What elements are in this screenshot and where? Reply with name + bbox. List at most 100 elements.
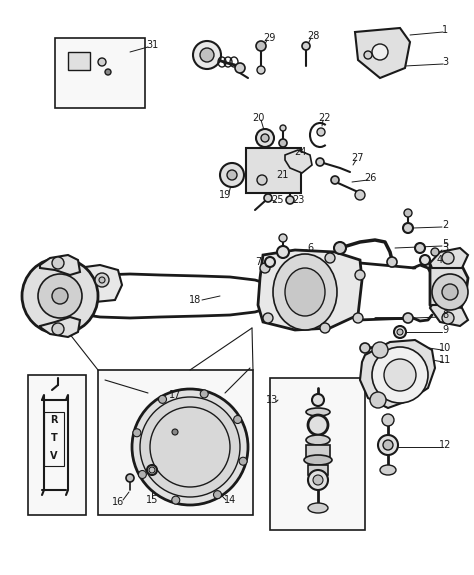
Ellipse shape <box>306 435 330 445</box>
Text: 9: 9 <box>442 325 448 335</box>
Circle shape <box>308 415 328 435</box>
Text: T: T <box>51 433 57 443</box>
Circle shape <box>99 277 105 283</box>
Circle shape <box>308 470 328 490</box>
Ellipse shape <box>380 465 396 475</box>
Circle shape <box>360 343 370 353</box>
Polygon shape <box>40 317 80 337</box>
Circle shape <box>200 48 214 62</box>
Circle shape <box>280 125 286 131</box>
Ellipse shape <box>285 268 325 316</box>
Circle shape <box>372 347 428 403</box>
Circle shape <box>52 257 64 269</box>
Circle shape <box>265 257 275 267</box>
Polygon shape <box>258 250 362 330</box>
Circle shape <box>403 223 413 233</box>
Text: 20: 20 <box>252 113 264 123</box>
Text: 6: 6 <box>307 243 313 253</box>
Text: 5: 5 <box>442 239 448 249</box>
Polygon shape <box>430 305 468 326</box>
Circle shape <box>220 163 244 187</box>
Text: 27: 27 <box>352 153 364 163</box>
Ellipse shape <box>304 455 332 465</box>
Circle shape <box>279 234 287 242</box>
Circle shape <box>355 270 365 280</box>
Circle shape <box>325 253 335 263</box>
Circle shape <box>193 41 221 69</box>
Circle shape <box>397 329 403 335</box>
Circle shape <box>234 416 242 424</box>
Circle shape <box>372 342 388 358</box>
Bar <box>246 148 301 193</box>
Circle shape <box>264 194 272 202</box>
Ellipse shape <box>306 408 330 416</box>
Polygon shape <box>430 248 468 268</box>
Text: 29: 29 <box>263 33 275 43</box>
Circle shape <box>149 467 155 473</box>
Circle shape <box>331 176 339 184</box>
Circle shape <box>370 392 386 408</box>
Circle shape <box>442 252 454 264</box>
Circle shape <box>277 246 289 258</box>
Circle shape <box>261 134 269 142</box>
Circle shape <box>378 435 398 455</box>
Text: 10: 10 <box>439 343 451 353</box>
Polygon shape <box>285 150 312 173</box>
Text: 14: 14 <box>224 495 236 505</box>
Circle shape <box>317 128 325 136</box>
Circle shape <box>95 273 109 287</box>
Bar <box>270 378 365 530</box>
Circle shape <box>394 326 406 338</box>
Text: 15: 15 <box>146 495 158 505</box>
Text: 13: 13 <box>266 395 278 405</box>
Circle shape <box>286 196 294 204</box>
Circle shape <box>22 258 98 334</box>
Circle shape <box>200 390 208 398</box>
Text: 3: 3 <box>442 57 448 67</box>
Circle shape <box>98 58 106 66</box>
Circle shape <box>279 139 287 147</box>
Circle shape <box>431 248 439 256</box>
Circle shape <box>320 323 330 333</box>
Circle shape <box>172 496 180 504</box>
Circle shape <box>133 429 141 437</box>
Circle shape <box>313 475 323 485</box>
Circle shape <box>420 255 430 265</box>
Bar <box>308 465 328 475</box>
Circle shape <box>239 457 247 465</box>
Circle shape <box>256 41 266 51</box>
Text: 31: 31 <box>146 40 158 50</box>
Circle shape <box>334 242 346 254</box>
Circle shape <box>235 63 245 73</box>
Circle shape <box>312 394 324 406</box>
Text: 17: 17 <box>169 390 181 400</box>
Polygon shape <box>360 340 435 408</box>
Polygon shape <box>40 255 80 275</box>
Text: 22: 22 <box>319 113 331 123</box>
Bar <box>44 412 64 466</box>
Text: 18: 18 <box>189 295 201 305</box>
Text: 3: 3 <box>442 243 448 253</box>
Text: 28: 28 <box>307 31 319 41</box>
Circle shape <box>364 51 372 59</box>
Ellipse shape <box>273 254 337 330</box>
Circle shape <box>442 312 454 324</box>
Circle shape <box>140 397 240 497</box>
Circle shape <box>126 474 134 482</box>
Bar <box>28 375 86 515</box>
Bar <box>55 38 145 108</box>
Circle shape <box>105 69 111 75</box>
Text: 26: 26 <box>364 173 376 183</box>
Circle shape <box>403 313 413 323</box>
Circle shape <box>442 284 458 300</box>
Circle shape <box>158 396 166 404</box>
Text: 7: 7 <box>255 257 261 267</box>
Circle shape <box>257 66 265 74</box>
Circle shape <box>52 323 64 335</box>
Circle shape <box>404 209 412 217</box>
Circle shape <box>316 158 324 166</box>
Circle shape <box>260 263 270 273</box>
Circle shape <box>355 190 365 200</box>
Circle shape <box>138 470 146 478</box>
Polygon shape <box>430 258 468 320</box>
